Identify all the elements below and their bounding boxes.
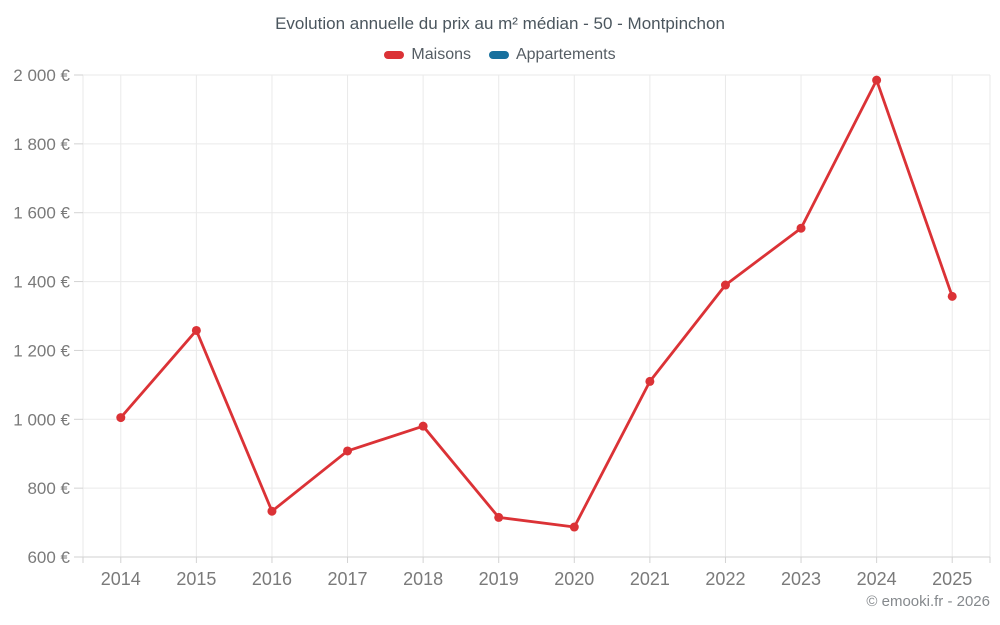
legend-swatch-appartements — [488, 51, 509, 59]
x-tick-label: 2020 — [554, 569, 594, 589]
x-tick-label: 2022 — [705, 569, 745, 589]
legend-label-maisons: Maisons — [411, 46, 471, 63]
attribution: © emooki.fr - 2026 — [866, 593, 990, 610]
legend: Maisons Appartements — [0, 46, 1000, 64]
legend-label-appartements: Appartements — [515, 46, 616, 63]
data-point-maisons-2017[interactable] — [343, 446, 353, 456]
x-tick-label: 2018 — [403, 569, 443, 589]
data-point-maisons-2023[interactable] — [796, 223, 806, 233]
legend-swatch-maisons — [384, 51, 405, 59]
data-point-maisons-2019[interactable] — [494, 512, 504, 522]
x-tick-label: 2016 — [252, 569, 292, 589]
y-tick-label: 1 400 € — [13, 273, 70, 292]
data-point-maisons-2021[interactable] — [645, 376, 655, 386]
data-point-maisons-2022[interactable] — [720, 280, 730, 290]
data-point-maisons-2025[interactable] — [947, 291, 957, 301]
data-point-maisons-2018[interactable] — [418, 421, 428, 431]
y-tick-label: 1 200 € — [13, 341, 70, 360]
y-tick-label: 600 € — [27, 548, 70, 567]
y-tick-label: 800 € — [27, 479, 70, 498]
y-tick-label: 1 600 € — [13, 204, 70, 223]
x-tick-label: 2017 — [328, 569, 368, 589]
legend-item-appartements[interactable]: Appartements — [488, 46, 616, 64]
y-tick-label: 1 000 € — [13, 410, 70, 429]
y-tick-label: 2 000 € — [13, 66, 70, 85]
data-point-maisons-2014[interactable] — [116, 413, 126, 423]
x-tick-label: 2025 — [932, 569, 972, 589]
x-tick-label: 2023 — [781, 569, 821, 589]
x-tick-label: 2021 — [630, 569, 670, 589]
data-point-maisons-2016[interactable] — [267, 506, 277, 516]
x-tick-label: 2015 — [176, 569, 216, 589]
x-tick-label: 2019 — [479, 569, 519, 589]
series-line-maisons — [119, 78, 954, 529]
x-tick-label: 2014 — [101, 569, 141, 589]
chart-title: Evolution annuelle du prix au m² médian … — [275, 14, 725, 33]
y-tick-label: 1 800 € — [13, 135, 70, 154]
x-tick-label: 2024 — [857, 569, 897, 589]
data-point-maisons-2015[interactable] — [191, 325, 201, 335]
data-point-maisons-2020[interactable] — [569, 522, 579, 532]
legend-item-maisons[interactable]: Maisons — [384, 46, 471, 64]
data-point-maisons-2024[interactable] — [872, 75, 882, 85]
